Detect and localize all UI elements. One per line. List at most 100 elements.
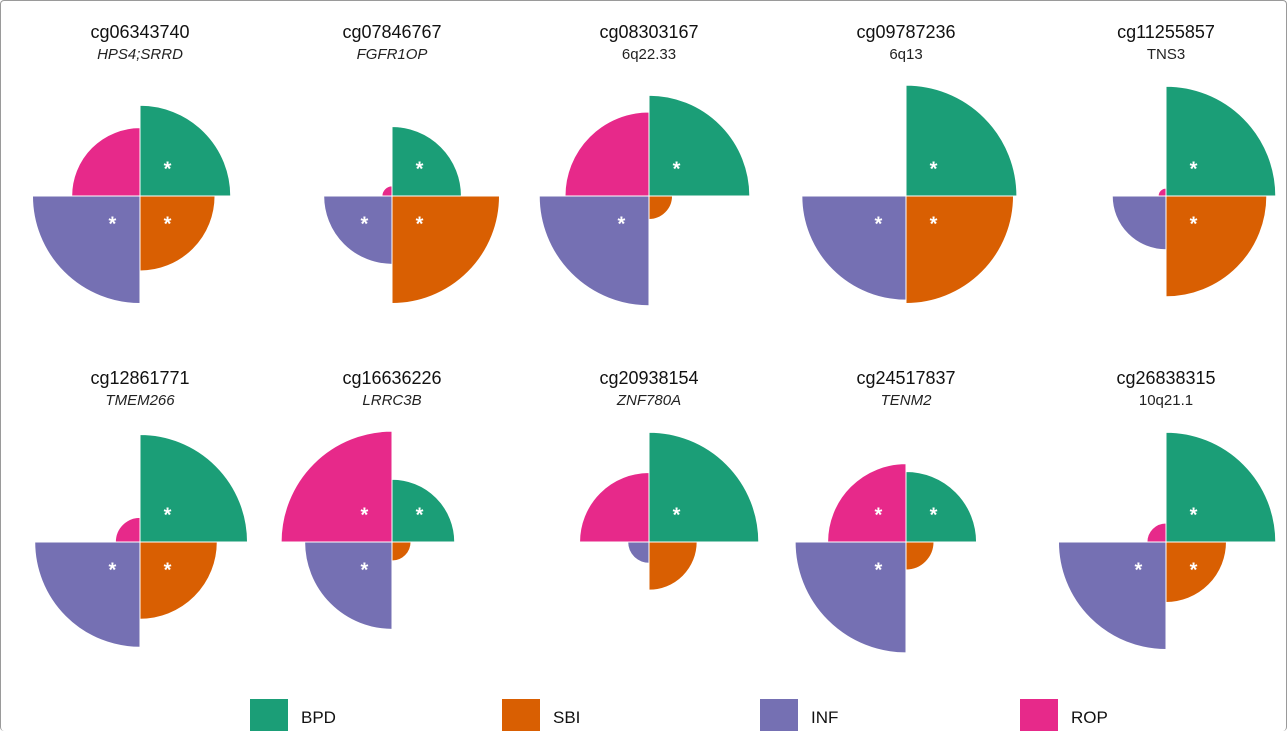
panel-title: cg08303167: [599, 22, 698, 42]
legend-swatch: [1020, 699, 1058, 731]
panel-gene-label: TNS3: [1147, 46, 1185, 63]
significance-marker-bpd: *: [164, 504, 172, 526]
rose-panel-cg06343740: cg06343740 HPS4;SRRD * * *: [31, 22, 232, 305]
significance-marker-bpd: *: [164, 158, 172, 180]
wedge-inf: [801, 195, 907, 301]
legend-swatch: [250, 699, 288, 731]
wedge-inf: [627, 541, 650, 564]
panel-gene-label: 6q22.33: [622, 46, 676, 63]
significance-marker-inf: *: [361, 214, 369, 236]
legend-label: SBI: [553, 708, 580, 727]
wedge-bpd: [139, 433, 249, 543]
legend-swatch: [502, 699, 540, 731]
wedge-rop: [71, 127, 141, 197]
legend-label: BPD: [301, 708, 336, 727]
significance-marker-sbi: *: [416, 214, 424, 236]
significance-marker-bpd: *: [673, 504, 681, 526]
wedge-bpd: [648, 94, 751, 197]
panel-title: cg09787236: [856, 22, 955, 42]
legend-item-sbi: SBI: [502, 699, 580, 731]
significance-marker-bpd: *: [416, 158, 424, 180]
panel-gene-label: 10q21.1: [1139, 392, 1193, 409]
significance-marker-rop: *: [361, 504, 369, 526]
wedge-bpd: [139, 104, 232, 197]
significance-marker-sbi: *: [164, 560, 172, 582]
wedge-rop: [827, 463, 907, 543]
significance-marker-sbi: *: [1190, 214, 1198, 236]
significance-marker-rop: *: [875, 504, 883, 526]
panel-gene-label: ZNF780A: [616, 392, 681, 409]
significance-marker-inf: *: [875, 560, 883, 582]
significance-marker-inf: *: [618, 214, 626, 236]
wedge-bpd: [391, 126, 462, 197]
legend-item-rop: ROP: [1020, 699, 1108, 731]
significance-marker-inf: *: [109, 560, 117, 582]
panel-gene-label: TMEM266: [105, 392, 175, 409]
significance-marker-bpd: *: [930, 504, 938, 526]
wedge-rop: [381, 185, 393, 197]
legend-item-bpd: BPD: [250, 699, 336, 731]
wedge-sbi: [905, 541, 935, 571]
panel-title: cg20938154: [599, 368, 698, 388]
rose-panel-cg12861771: cg12861771 TMEM266 * * *: [34, 368, 249, 648]
wedge-sbi: [139, 541, 218, 620]
wedge-bpd: [905, 470, 978, 543]
significance-marker-sbi: *: [1190, 560, 1198, 582]
significance-marker-bpd: *: [416, 504, 424, 526]
wedge-bpd: [905, 84, 1018, 197]
wedge-rop: [579, 472, 650, 543]
wedge-inf: [323, 195, 393, 265]
wedge-sbi: [391, 195, 501, 305]
panel-title: cg11255857: [1117, 22, 1215, 42]
wedge-bpd: [1165, 431, 1277, 543]
wedge-inf: [304, 541, 393, 630]
panel-title: cg16636226: [342, 368, 441, 388]
panel-gene-label: HPS4;SRRD: [97, 46, 183, 63]
rose-panel-cg07846767: cg07846767 FGFR1OP * * *: [323, 22, 501, 305]
wedge-rop: [114, 516, 141, 543]
legend-label: INF: [811, 708, 838, 727]
wedge-sbi: [139, 195, 216, 272]
wedge-sbi: [1165, 195, 1268, 298]
wedge-rop: [1146, 522, 1167, 543]
rose-panel-cg24517837: cg24517837 TENM2 * * *: [794, 368, 978, 654]
wedge-inf: [34, 541, 141, 648]
wedge-inf: [1057, 541, 1167, 651]
panel-title: cg26838315: [1116, 368, 1215, 388]
wedge-inf: [538, 195, 650, 307]
panel-title: cg07846767: [342, 22, 441, 42]
wedge-sbi: [648, 195, 674, 221]
wedge-sbi: [1165, 541, 1227, 603]
significance-marker-inf: *: [875, 214, 883, 236]
significance-marker-bpd: *: [673, 158, 681, 180]
significance-marker-inf: *: [361, 560, 369, 582]
significance-marker-bpd: *: [1190, 158, 1198, 180]
wedge-sbi: [905, 195, 1015, 305]
panel-title: cg24517837: [856, 368, 955, 388]
panel-gene-label: TENM2: [881, 392, 932, 409]
legend-swatch: [760, 699, 798, 731]
wedge-sbi: [648, 541, 698, 591]
wedge-rop: [1157, 187, 1167, 197]
panel-gene-label: FGFR1OP: [357, 46, 428, 63]
wedge-bpd: [391, 478, 456, 543]
panel-gene-label: 6q13: [889, 46, 922, 63]
wedge-inf: [1111, 195, 1167, 251]
rose-panel-cg11255857: cg11255857 TNS3 * *: [1111, 22, 1277, 298]
rose-panel-cg16636226: cg16636226 LRRC3B * * *: [280, 368, 456, 630]
wedge-inf: [31, 195, 141, 305]
wedge-rop: [280, 430, 393, 543]
significance-marker-bpd: *: [930, 158, 938, 180]
wedge-sbi: [391, 541, 412, 562]
wedge-rop: [564, 111, 650, 197]
significance-marker-sbi: *: [930, 214, 938, 236]
wedge-bpd: [648, 431, 760, 543]
rose-panel-cg09787236: cg09787236 6q13 * * *: [801, 22, 1018, 305]
rose-panel-cg26838315: cg26838315 10q21.1 * * *: [1057, 368, 1277, 651]
legend-label: ROP: [1071, 708, 1108, 727]
significance-marker-inf: *: [1135, 560, 1143, 582]
panel-title: cg06343740: [90, 22, 189, 42]
panel-gene-label: LRRC3B: [362, 392, 421, 409]
rose-panel-cg20938154: cg20938154 ZNF780A *: [579, 368, 760, 591]
